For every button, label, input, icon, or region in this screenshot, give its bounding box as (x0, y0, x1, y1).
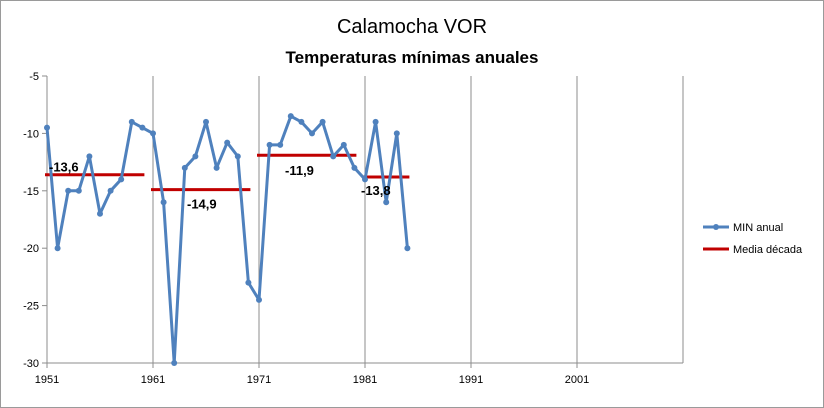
data-point (44, 124, 50, 131)
data-point (298, 118, 305, 125)
legend: MIN anual Media década (703, 222, 803, 256)
data-point (224, 139, 231, 146)
x-tick-label: 1951 (35, 374, 59, 386)
data-point (383, 199, 390, 206)
data-point (330, 153, 337, 160)
decade-average-label: -13,6 (49, 160, 79, 175)
average-labels: -13,6 -14,9 -11,9 -13,8 (49, 160, 391, 212)
chart-title: Calamocha VOR (337, 16, 487, 38)
decade-average-label: -11,9 (285, 163, 314, 178)
decade-average-label: -13,8 (361, 183, 391, 198)
data-point (107, 187, 114, 194)
data-point (234, 153, 241, 160)
x-tick-label: 2001 (565, 374, 589, 386)
data-point (139, 124, 146, 131)
data-point (266, 141, 273, 148)
data-point (160, 199, 167, 206)
y-tick-label: -5 (29, 71, 39, 83)
data-point (277, 141, 284, 148)
data-point (181, 164, 188, 171)
x-tick-label: 1961 (141, 374, 165, 386)
x-tick-label: 1981 (353, 374, 377, 386)
y-tick-label: -15 (23, 186, 39, 198)
data-point (213, 164, 220, 171)
data-point (372, 118, 379, 125)
data-point (150, 130, 156, 137)
data-point (192, 153, 199, 160)
data-point (393, 130, 400, 137)
min-annual-line (45, 114, 409, 365)
data-point (404, 245, 411, 252)
min-annual-series (44, 113, 411, 366)
data-point (97, 210, 103, 217)
data-point (256, 296, 262, 303)
data-point (118, 176, 125, 183)
y-tick-label: -10 (23, 128, 39, 140)
data-point (362, 176, 368, 183)
legend-label-min-annual: MIN anual (733, 222, 783, 234)
gridlines (46, 76, 684, 363)
data-point (287, 113, 294, 120)
axes: -5 -10 -15 -20 -25 -30 1951 1961 1971 1981 1991 200… (23, 71, 683, 386)
decade-average-series (45, 153, 410, 192)
x-tick-label: 1971 (247, 374, 271, 386)
decade-average-label: -14,9 (187, 197, 217, 212)
y-tick-label: -20 (23, 243, 39, 255)
data-point (351, 164, 358, 171)
legend-marker-min-annual (713, 224, 719, 230)
data-point (75, 187, 82, 194)
legend-label-decade-average: Media década (733, 244, 803, 256)
data-point (54, 245, 61, 252)
data-point (65, 187, 72, 194)
data-point (128, 118, 135, 125)
data-point (245, 279, 252, 286)
data-point (171, 360, 178, 366)
data-point (203, 118, 209, 125)
y-tick-label: -30 (23, 358, 39, 370)
chart-subtitle: Temperaturas mínimas anuales (286, 48, 539, 67)
data-point (309, 130, 315, 137)
x-tick-label: 1991 (459, 374, 483, 386)
data-point (319, 118, 326, 125)
data-point (340, 141, 347, 148)
data-point (86, 153, 93, 160)
y-tick-label: -25 (23, 301, 39, 313)
